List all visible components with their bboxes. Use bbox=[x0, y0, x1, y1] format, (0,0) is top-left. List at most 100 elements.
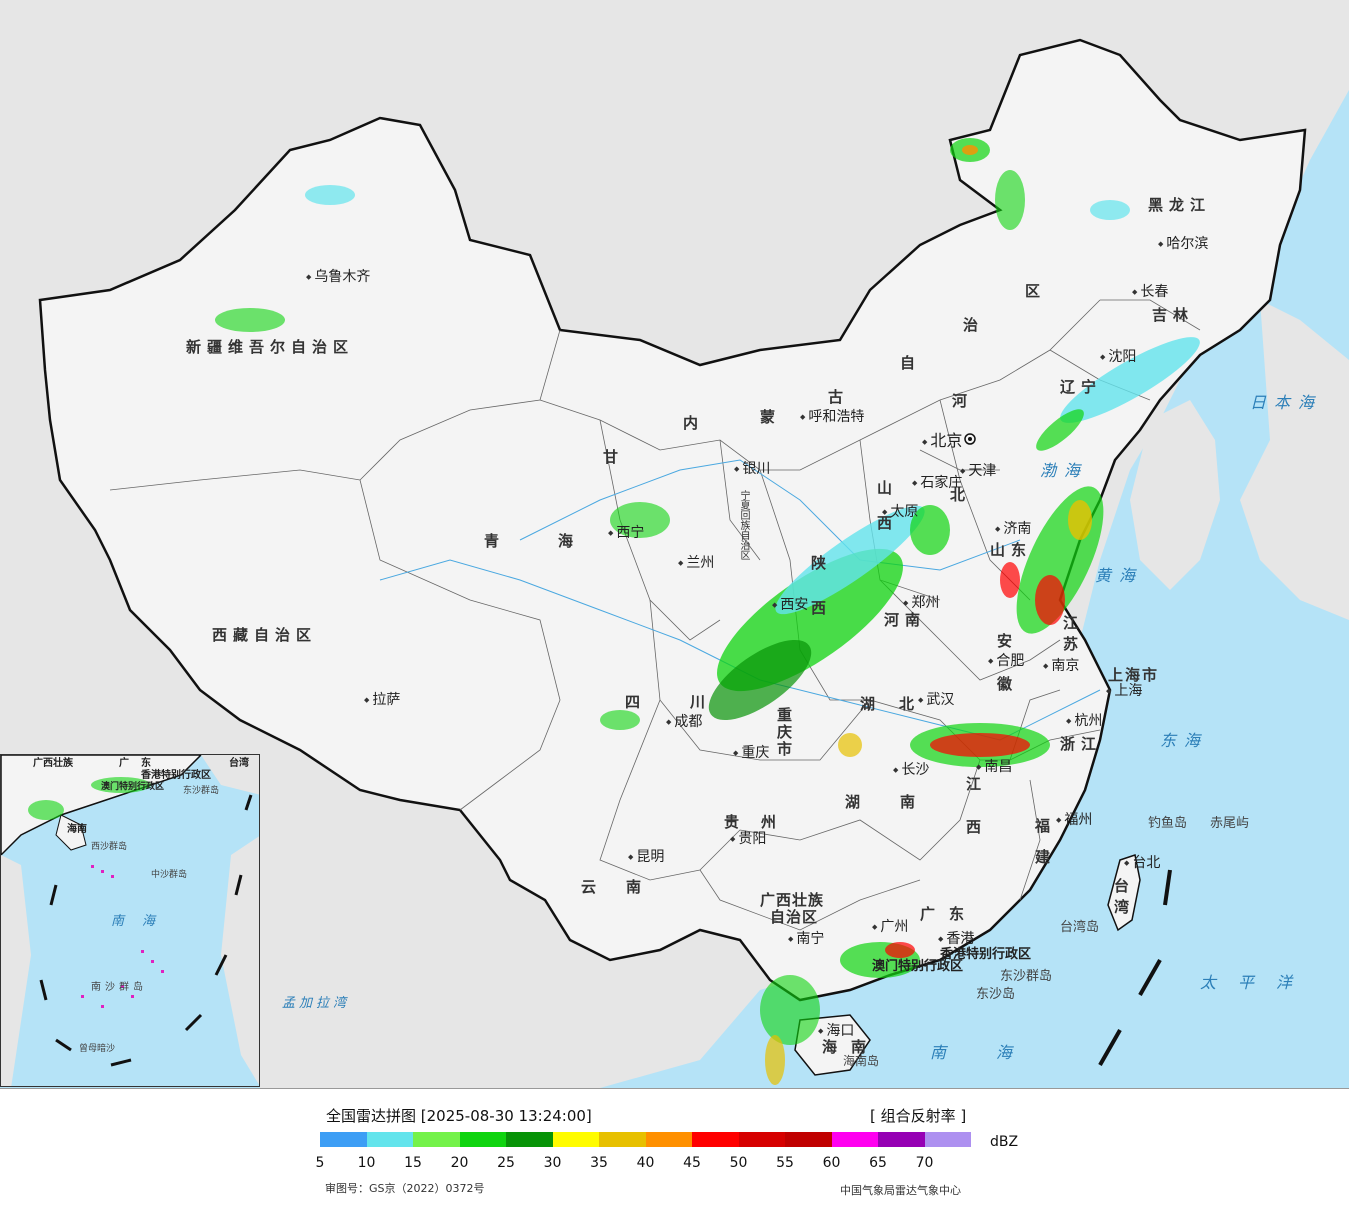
city-guiyang[interactable]: 贵阳 bbox=[730, 832, 766, 846]
inset-label-xisha: 西沙群岛 bbox=[91, 842, 128, 852]
island-dongsha2: 东沙岛 bbox=[976, 987, 1016, 1002]
label-xizang: 西藏自治区 bbox=[212, 626, 318, 644]
scale-tick-label: 70 bbox=[915, 1155, 934, 1171]
color-swatch bbox=[924, 1132, 971, 1147]
radar-map[interactable]: 新疆维吾尔自治区 西藏自治区 青 海 甘 内 蒙 古 自 治 区 黑龙江 吉林 … bbox=[0, 0, 1349, 1089]
city-shanghai[interactable]: 上海 bbox=[1106, 684, 1142, 698]
korea-land bbox=[1130, 400, 1220, 590]
label-hubei: 湖北 bbox=[860, 695, 939, 713]
scale-tick-label: 25 bbox=[497, 1155, 515, 1171]
scale-tick-label: 65 bbox=[869, 1155, 887, 1171]
scale-tick-label: 45 bbox=[683, 1155, 701, 1171]
scale-tick-label: 5 bbox=[315, 1155, 325, 1171]
island-taiwan: 台湾岛 bbox=[1060, 920, 1100, 935]
city-hangzhou[interactable]: 杭州 bbox=[1066, 714, 1102, 728]
inset-label-zengmu: 曾母暗沙 bbox=[79, 1044, 116, 1054]
legend-product: [ 组合反射率 ] bbox=[870, 1107, 967, 1125]
city-nanchang[interactable]: 南昌 bbox=[976, 760, 1012, 774]
city-xian[interactable]: 西安 bbox=[772, 598, 808, 612]
color-swatch bbox=[599, 1132, 646, 1147]
label-xianggang: 香港特别行政区 bbox=[940, 947, 1032, 962]
japan-land bbox=[1240, 300, 1349, 620]
sea-donghai: 东海 bbox=[1160, 731, 1209, 750]
label-jiangxi: 江西 bbox=[964, 776, 982, 862]
city-chengdu[interactable]: 成都 bbox=[666, 715, 702, 729]
city-jinan[interactable]: 济南 bbox=[995, 522, 1031, 536]
city-shenyang[interactable]: 沈阳 bbox=[1100, 350, 1136, 364]
scale-tick-label: 15 bbox=[404, 1155, 422, 1171]
city-hohhot[interactable]: 呼和浩特 bbox=[800, 410, 864, 424]
city-taibei[interactable]: 台北 bbox=[1124, 856, 1160, 870]
label-neimeng-5: 治 bbox=[963, 316, 985, 334]
island-chiwei: 赤尾屿 bbox=[1210, 816, 1250, 831]
color-swatch bbox=[785, 1132, 832, 1147]
city-changchun[interactable]: 长春 bbox=[1132, 285, 1168, 299]
city-taiyuan[interactable]: 太原 bbox=[882, 505, 918, 519]
island-diaoyu: 钓鱼岛 bbox=[1148, 816, 1188, 831]
city-shijiazhuang[interactable]: 石家庄 bbox=[912, 476, 962, 490]
label-heilongjiang: 黑龙江 bbox=[1148, 196, 1212, 214]
label-chongqing: 重庆市 bbox=[775, 707, 793, 758]
city-wuhan[interactable]: 武汉 bbox=[918, 693, 954, 707]
city-nanjing[interactable]: 南京 bbox=[1043, 659, 1079, 673]
label-hainan: 海南 bbox=[822, 1038, 881, 1056]
city-fuzhou[interactable]: 福州 bbox=[1056, 813, 1092, 827]
label-jilin: 吉林 bbox=[1152, 306, 1195, 324]
city-zhengzhou[interactable]: 郑州 bbox=[903, 596, 939, 610]
scale-tick-label: 60 bbox=[822, 1155, 841, 1171]
inset-label-hainan: 海南 bbox=[67, 824, 87, 835]
sea-riben: 日本海 bbox=[1250, 393, 1323, 412]
scale-tick-label: 20 bbox=[450, 1155, 469, 1171]
city-yinchuan[interactable]: 银川 bbox=[734, 462, 770, 476]
city-lanzhou[interactable]: 兰州 bbox=[678, 556, 714, 570]
label-jiangsu: 江苏 bbox=[1061, 615, 1079, 657]
inset-label-guangxi: 广西壮族 bbox=[33, 758, 73, 769]
city-changsha[interactable]: 长沙 bbox=[893, 763, 929, 777]
scale-tick-label: 10 bbox=[357, 1155, 376, 1171]
color-swatch bbox=[692, 1132, 739, 1147]
inset-label-aomen: 澳门特别行政区 bbox=[101, 782, 165, 792]
label-aomen: 澳门特别行政区 bbox=[872, 959, 964, 974]
label-sichuan: 四川 bbox=[625, 693, 756, 711]
label-hebei-2: 北 bbox=[950, 486, 972, 504]
city-beijing[interactable]: 北京 bbox=[922, 433, 962, 449]
city-xianggang[interactable]: 香港 bbox=[938, 932, 974, 946]
city-nanning[interactable]: 南宁 bbox=[788, 932, 824, 946]
island-dongsha: 东沙群岛 bbox=[1000, 969, 1053, 984]
sea-nanhai: 南海 bbox=[930, 1043, 1063, 1062]
sea-bohai: 渤海 bbox=[1040, 461, 1089, 480]
map-review-number: 审图号：GS京（2022）0372号 bbox=[325, 1182, 485, 1195]
label-hunan: 湖南 bbox=[845, 793, 956, 811]
city-haikou[interactable]: 海口 bbox=[818, 1024, 854, 1038]
city-chongqing[interactable]: 重庆 bbox=[733, 746, 769, 760]
city-tianjin[interactable]: 天津 bbox=[960, 464, 996, 478]
city-urumqi[interactable]: 乌鲁木齐 bbox=[306, 270, 370, 284]
label-yunnan: 云南 bbox=[581, 878, 672, 896]
scale-tick-label: 30 bbox=[543, 1155, 562, 1171]
city-harbin[interactable]: 哈尔滨 bbox=[1158, 237, 1208, 251]
scale-tick-label: 40 bbox=[636, 1155, 655, 1171]
city-lhasa[interactable]: 拉萨 bbox=[364, 693, 400, 707]
city-hefei[interactable]: 合肥 bbox=[988, 654, 1024, 668]
south-china-sea-inset: 广西壮族 广东 香港特别行政区 澳门特别行政区 台湾 海南 东沙群岛 西沙群岛 … bbox=[0, 754, 260, 1087]
label-zhejiang: 浙江 bbox=[1060, 735, 1103, 753]
legend-unit: dBZ bbox=[990, 1134, 1019, 1150]
label-shaanxi: 陕西 bbox=[809, 555, 827, 645]
label-neimeng-1: 内 bbox=[683, 414, 705, 432]
label-guangdong: 广东 bbox=[920, 905, 979, 923]
color-swatch bbox=[506, 1132, 553, 1147]
city-guangzhou[interactable]: 广州 bbox=[872, 920, 908, 934]
label-hebei-1: 河 bbox=[952, 392, 974, 410]
color-swatch bbox=[738, 1132, 785, 1147]
color-swatch bbox=[366, 1132, 413, 1147]
color-swatch bbox=[645, 1132, 692, 1147]
sea-mengjiala: 孟加拉湾 bbox=[282, 996, 351, 1011]
city-xining[interactable]: 西宁 bbox=[608, 526, 644, 540]
label-fujian: 福建 bbox=[1033, 818, 1051, 880]
capital-marker bbox=[964, 433, 976, 445]
city-kunming[interactable]: 昆明 bbox=[628, 850, 664, 864]
scale-tick-label: 35 bbox=[590, 1155, 608, 1171]
inset-label-nansha: 南沙群岛 bbox=[91, 982, 147, 993]
label-shanghai-prov: 上海市 bbox=[1108, 666, 1160, 684]
color-swatch bbox=[552, 1132, 599, 1147]
